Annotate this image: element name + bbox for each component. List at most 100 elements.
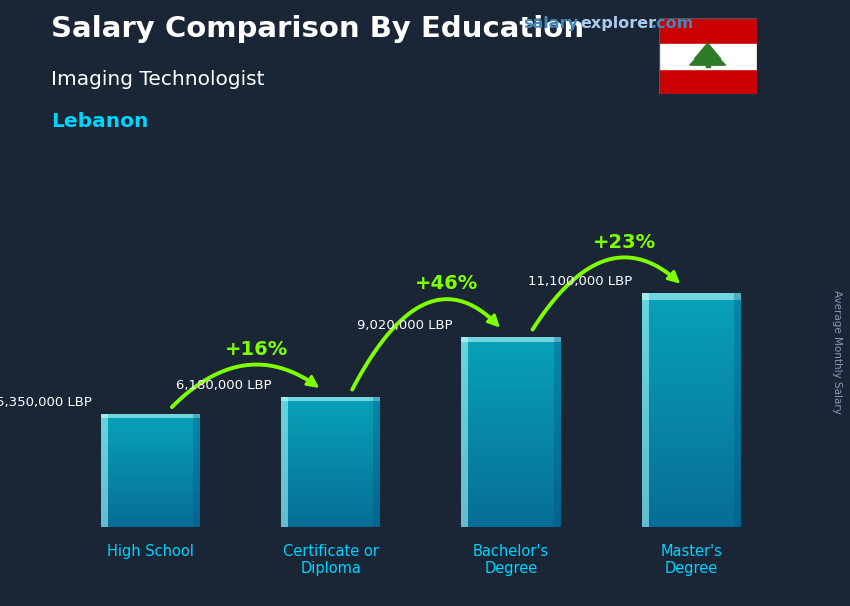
Bar — [100, 454, 200, 455]
Bar — [100, 451, 200, 452]
Bar — [462, 470, 560, 473]
Bar — [462, 465, 560, 468]
Bar — [462, 456, 560, 458]
Bar — [281, 491, 380, 493]
Bar — [100, 420, 200, 421]
Bar — [281, 441, 380, 442]
Bar — [100, 462, 200, 464]
Bar — [281, 516, 380, 518]
Bar — [100, 484, 200, 485]
Bar — [100, 513, 200, 514]
Bar — [462, 375, 560, 377]
Bar — [281, 450, 380, 452]
Bar — [462, 348, 560, 351]
Bar — [642, 395, 741, 398]
Bar — [281, 519, 380, 521]
Bar — [462, 448, 560, 451]
Bar — [462, 446, 560, 448]
Bar — [642, 422, 741, 425]
Bar — [462, 458, 560, 461]
Bar — [642, 501, 741, 504]
Bar — [100, 501, 200, 502]
Bar — [462, 513, 560, 515]
Bar — [100, 424, 200, 425]
Text: Salary Comparison By Education: Salary Comparison By Education — [51, 15, 584, 43]
Bar — [642, 430, 741, 433]
Bar — [281, 410, 380, 411]
Bar — [462, 496, 560, 499]
Bar — [100, 511, 200, 513]
Bar — [281, 522, 380, 524]
Bar — [281, 475, 380, 476]
Bar — [462, 336, 560, 342]
Bar — [642, 322, 741, 325]
Bar — [462, 473, 560, 474]
Bar — [462, 501, 560, 504]
Bar — [281, 513, 380, 514]
Bar — [281, 402, 380, 403]
Bar — [642, 454, 741, 457]
Bar — [281, 416, 380, 418]
Bar — [100, 481, 200, 482]
Bar — [100, 469, 200, 471]
Bar — [281, 423, 380, 424]
Bar — [462, 379, 560, 382]
Bar — [281, 413, 380, 415]
Text: explorer: explorer — [581, 16, 657, 31]
Bar — [642, 363, 741, 366]
Bar — [462, 453, 560, 456]
Bar — [642, 524, 741, 527]
Bar — [642, 375, 741, 378]
Bar — [462, 441, 560, 444]
Bar — [462, 358, 560, 361]
Bar — [642, 413, 741, 416]
Bar — [100, 486, 200, 488]
Bar — [281, 426, 380, 428]
Bar — [281, 407, 380, 408]
Bar — [281, 496, 380, 498]
Bar — [281, 421, 380, 423]
Bar — [462, 510, 560, 513]
Bar — [462, 420, 560, 422]
Bar — [462, 389, 560, 391]
Bar — [100, 435, 200, 437]
Bar — [642, 465, 741, 468]
Bar — [642, 345, 741, 348]
Bar — [642, 313, 741, 316]
Bar — [100, 425, 200, 427]
Bar — [281, 454, 380, 455]
Bar — [281, 482, 380, 483]
Bar — [642, 299, 741, 301]
Bar — [462, 494, 560, 496]
Bar — [462, 425, 560, 427]
Bar — [642, 407, 741, 410]
Bar — [642, 483, 741, 486]
Bar — [642, 516, 741, 518]
Bar — [100, 510, 200, 511]
Bar — [100, 427, 200, 428]
Bar — [462, 356, 560, 358]
Bar — [100, 422, 200, 424]
Bar — [642, 339, 741, 342]
Bar — [281, 506, 380, 508]
Bar — [462, 437, 560, 439]
Bar — [100, 499, 200, 501]
Bar — [706, 63, 710, 67]
Bar — [642, 348, 741, 351]
Bar — [462, 382, 560, 384]
Bar — [100, 417, 200, 418]
Text: +16%: +16% — [224, 340, 288, 359]
Bar — [100, 516, 200, 518]
Bar — [100, 416, 200, 417]
Bar — [462, 408, 560, 410]
Bar — [100, 418, 200, 420]
Bar — [281, 485, 380, 487]
Bar — [100, 414, 108, 527]
Bar — [462, 336, 560, 339]
Bar — [642, 293, 741, 296]
Bar — [462, 520, 560, 522]
Text: Master's
Degree: Master's Degree — [660, 544, 722, 576]
Bar — [193, 414, 200, 527]
Text: High School: High School — [107, 544, 194, 559]
Bar — [462, 504, 560, 506]
